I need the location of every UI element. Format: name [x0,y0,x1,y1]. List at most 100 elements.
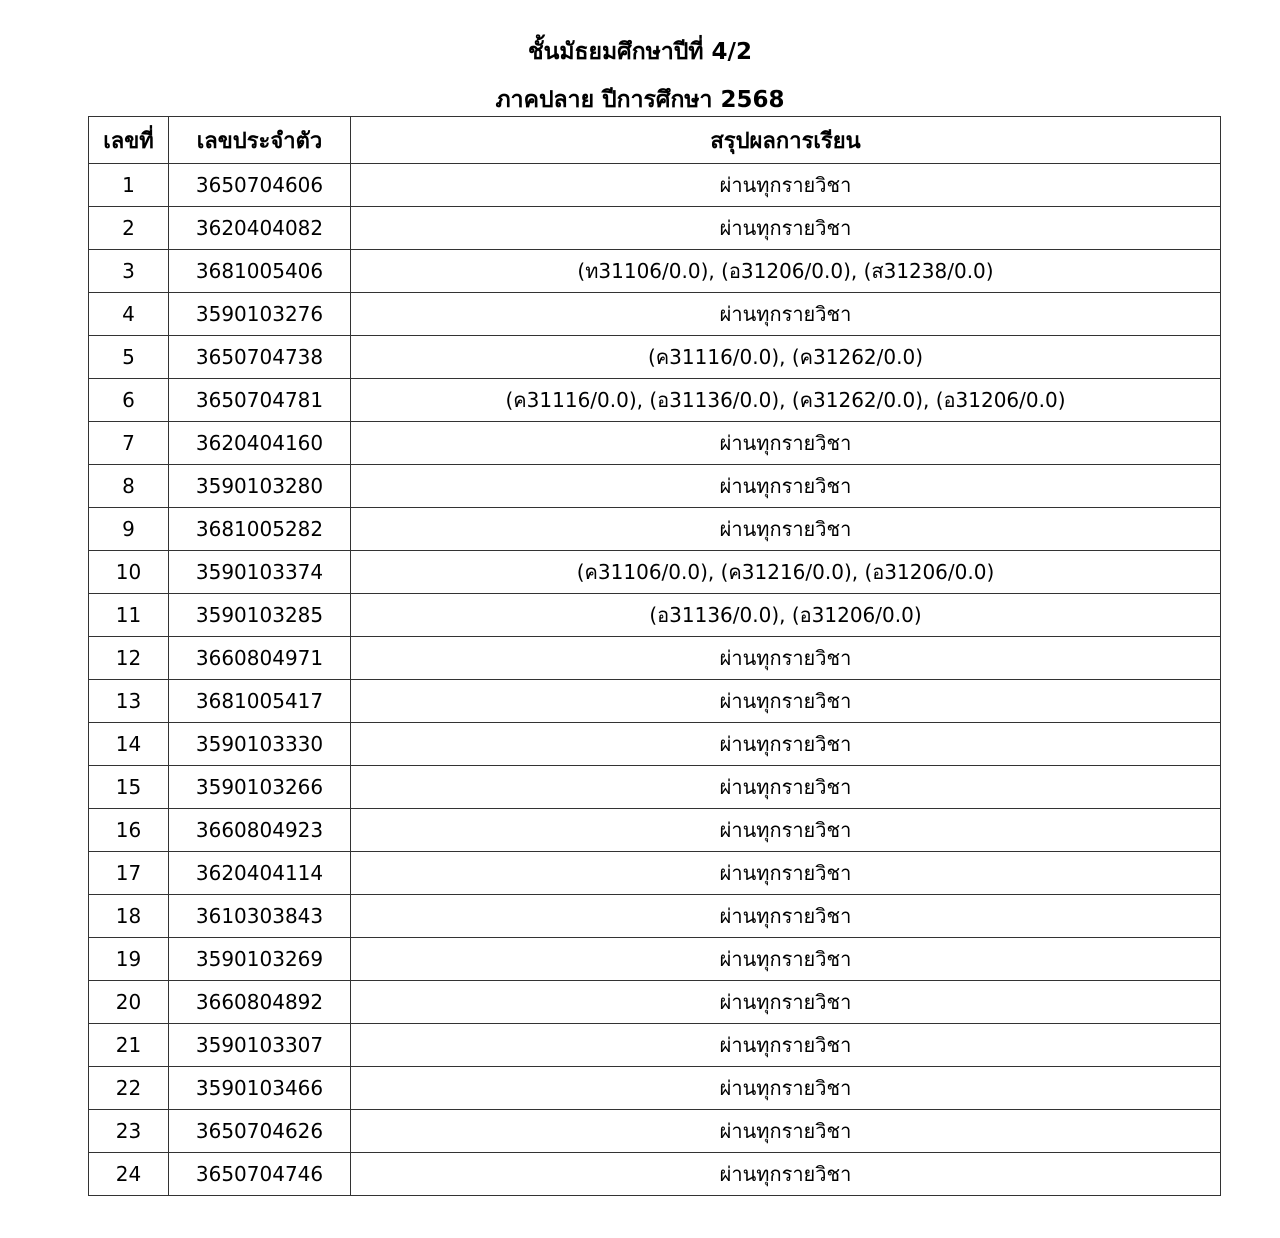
column-header-result: สรุปผลการเรียน [350,116,1221,164]
page-title: ชั้นมัธยมศึกษาปีที่ 4/2 [528,39,752,65]
cell-student-id: 3650704738 [168,335,351,379]
cell-result: ผ่านทุกรายวิชา [350,808,1221,852]
cell-student-id: 3610303843 [168,894,351,938]
cell-number: 2 [88,206,169,250]
cell-number: 6 [88,378,169,422]
cell-student-id: 3650704626 [168,1109,351,1153]
cell-student-id: 3590103307 [168,1023,351,1067]
table-row: 7 3620404160 ผ่านทุกรายวิชา [88,421,1221,465]
table-row: 18 3610303843 ผ่านทุกรายวิชา [88,894,1221,938]
cell-number: 18 [88,894,169,938]
cell-number: 23 [88,1109,169,1153]
cell-number: 17 [88,851,169,895]
table-row: 9 3681005282 ผ่านทุกรายวิชา [88,507,1221,551]
cell-student-id: 3590103374 [168,550,351,594]
table-row: 14 3590103330 ผ่านทุกรายวิชา [88,722,1221,766]
table-row: 12 3660804971 ผ่านทุกรายวิชา [88,636,1221,680]
cell-result: (ท31106/0.0), (อ31206/0.0), (ส31238/0.0) [350,249,1221,293]
cell-student-id: 3620404082 [168,206,351,250]
table-row: 1 3650704606 ผ่านทุกรายวิชา [88,163,1221,207]
cell-number: 11 [88,593,169,637]
cell-student-id: 3650704606 [168,163,351,207]
cell-number: 24 [88,1152,169,1196]
cell-student-id: 3660804971 [168,636,351,680]
table-row: 11 3590103285 (อ31136/0.0), (อ31206/0.0) [88,593,1221,637]
table-row: 15 3590103266 ผ่านทุกรายวิชา [88,765,1221,809]
cell-number: 5 [88,335,169,379]
table-row: 17 3620404114 ผ่านทุกรายวิชา [88,851,1221,895]
cell-number: 10 [88,550,169,594]
cell-result: (ค31116/0.0), (อ31136/0.0), (ค31262/0.0)… [350,378,1221,422]
cell-result: ผ่านทุกรายวิชา [350,722,1221,766]
table-row: 10 3590103374 (ค31106/0.0), (ค31216/0.0), … [88,550,1221,594]
cell-result: ผ่านทุกรายวิชา [350,421,1221,465]
cell-result: ผ่านทุกรายวิชา [350,206,1221,250]
cell-student-id: 3590103280 [168,464,351,508]
cell-number: 13 [88,679,169,723]
table-row: 6 3650704781 (ค31116/0.0), (อ31136/0.0), (… [88,378,1221,422]
cell-student-id: 3620404160 [168,421,351,465]
cell-number: 20 [88,980,169,1024]
cell-number: 7 [88,421,169,465]
cell-number: 9 [88,507,169,551]
cell-student-id: 3681005406 [168,249,351,293]
table-row: 23 3650704626 ผ่านทุกรายวิชา [88,1109,1221,1153]
cell-number: 21 [88,1023,169,1067]
cell-result: ผ่านทุกรายวิชา [350,163,1221,207]
cell-student-id: 3590103266 [168,765,351,809]
cell-result: ผ่านทุกรายวิชา [350,851,1221,895]
cell-result: ผ่านทุกรายวิชา [350,894,1221,938]
cell-number: 22 [88,1066,169,1110]
cell-result: ผ่านทุกรายวิชา [350,464,1221,508]
cell-result: (อ31136/0.0), (อ31206/0.0) [350,593,1221,637]
cell-student-id: 3590103466 [168,1066,351,1110]
table-row: 8 3590103280 ผ่านทุกรายวิชา [88,464,1221,508]
cell-number: 8 [88,464,169,508]
table-row: 20 3660804892 ผ่านทุกรายวิชา [88,980,1221,1024]
cell-result: ผ่านทุกรายวิชา [350,980,1221,1024]
column-header-number: เลขที่ [88,116,169,164]
cell-student-id: 3660804892 [168,980,351,1024]
cell-student-id: 3590103330 [168,722,351,766]
cell-student-id: 3650704746 [168,1152,351,1196]
table-row: 16 3660804923 ผ่านทุกรายวิชา [88,808,1221,852]
cell-student-id: 3590103276 [168,292,351,336]
cell-result: (ค31116/0.0), (ค31262/0.0) [350,335,1221,379]
cell-result: ผ่านทุกรายวิชา [350,1109,1221,1153]
table-header-row: เลขที่ เลขประจำตัว สรุปผลการเรียน [88,116,1221,164]
results-table: เลขที่ เลขประจำตัว สรุปผลการเรียน 1 36507… [88,116,1221,1196]
table-row: 3 3681005406 (ท31106/0.0), (อ31206/0.0), (… [88,249,1221,293]
cell-student-id: 3681005417 [168,679,351,723]
table-row: 24 3650704746 ผ่านทุกรายวิชา [88,1152,1221,1196]
cell-number: 1 [88,163,169,207]
cell-number: 14 [88,722,169,766]
cell-result: ผ่านทุกรายวิชา [350,937,1221,981]
cell-number: 15 [88,765,169,809]
cell-result: ผ่านทุกรายวิชา [350,1152,1221,1196]
cell-result: ผ่านทุกรายวิชา [350,636,1221,680]
cell-result: ผ่านทุกรายวิชา [350,765,1221,809]
cell-result: ผ่านทุกรายวิชา [350,1023,1221,1067]
page-subtitle: ภาคปลาย ปีการศึกษา 2568 [495,87,785,113]
cell-number: 12 [88,636,169,680]
cell-student-id: 3590103269 [168,937,351,981]
cell-result: ผ่านทุกรายวิชา [350,1066,1221,1110]
cell-student-id: 3650704781 [168,378,351,422]
cell-student-id: 3681005282 [168,507,351,551]
cell-result: ผ่านทุกรายวิชา [350,507,1221,551]
cell-number: 3 [88,249,169,293]
column-header-student-id: เลขประจำตัว [168,116,351,164]
table-row: 2 3620404082 ผ่านทุกรายวิชา [88,206,1221,250]
cell-student-id: 3660804923 [168,808,351,852]
cell-result: (ค31106/0.0), (ค31216/0.0), (อ31206/0.0) [350,550,1221,594]
cell-number: 4 [88,292,169,336]
table-row: 22 3590103466 ผ่านทุกรายวิชา [88,1066,1221,1110]
cell-number: 19 [88,937,169,981]
cell-student-id: 3590103285 [168,593,351,637]
table-row: 5 3650704738 (ค31116/0.0), (ค31262/0.0) [88,335,1221,379]
table-row: 13 3681005417 ผ่านทุกรายวิชา [88,679,1221,723]
table-row: 19 3590103269 ผ่านทุกรายวิชา [88,937,1221,981]
table-row: 21 3590103307 ผ่านทุกรายวิชา [88,1023,1221,1067]
table-row: 4 3590103276 ผ่านทุกรายวิชา [88,292,1221,336]
cell-result: ผ่านทุกรายวิชา [350,292,1221,336]
